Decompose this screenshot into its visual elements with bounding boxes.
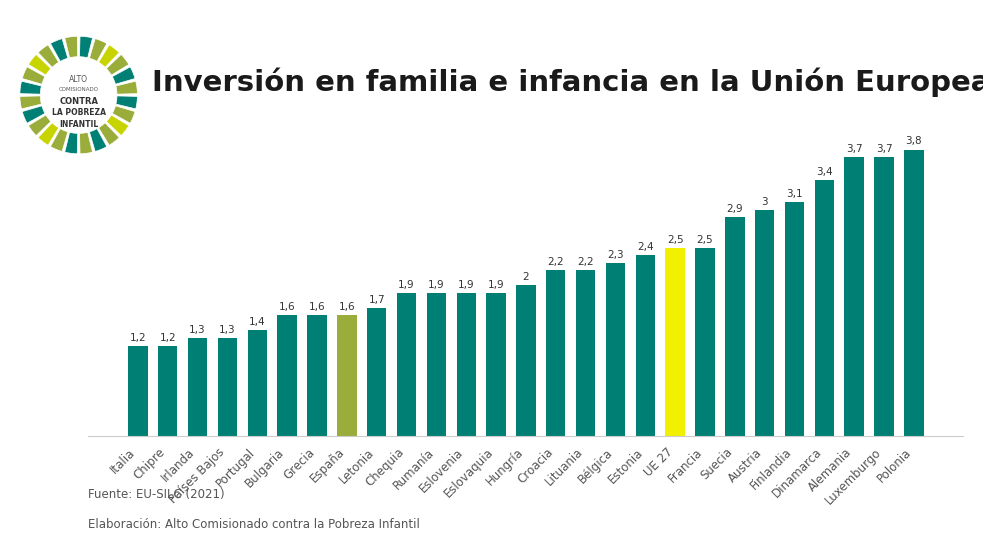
- Text: 2,3: 2,3: [607, 249, 624, 259]
- Wedge shape: [89, 129, 107, 151]
- Wedge shape: [112, 67, 135, 84]
- Wedge shape: [98, 123, 119, 145]
- Text: ALTO: ALTO: [69, 75, 88, 84]
- Text: 1,3: 1,3: [219, 325, 236, 335]
- Wedge shape: [80, 132, 92, 154]
- Bar: [397, 293, 416, 436]
- Wedge shape: [38, 45, 59, 67]
- Text: 1,4: 1,4: [249, 318, 265, 328]
- Bar: [308, 315, 326, 436]
- Text: CONTRA: CONTRA: [59, 97, 98, 106]
- Bar: [277, 315, 297, 436]
- Wedge shape: [20, 81, 41, 94]
- Text: 2,2: 2,2: [577, 257, 594, 267]
- Wedge shape: [116, 81, 138, 94]
- Text: Inversión en familia e infancia en la Unión Europea (2021): Inversión en familia e infancia en la Un…: [152, 67, 983, 97]
- Bar: [755, 210, 775, 436]
- Wedge shape: [106, 115, 129, 136]
- Wedge shape: [65, 36, 78, 58]
- Bar: [188, 338, 207, 436]
- Text: 2,5: 2,5: [666, 235, 683, 244]
- Bar: [636, 255, 655, 436]
- Wedge shape: [29, 115, 51, 136]
- Wedge shape: [65, 132, 78, 154]
- Text: 3,4: 3,4: [816, 167, 833, 177]
- Wedge shape: [50, 39, 68, 61]
- Text: 3,8: 3,8: [905, 136, 922, 146]
- Text: 3,7: 3,7: [846, 144, 862, 154]
- Bar: [456, 293, 476, 436]
- Bar: [606, 263, 625, 436]
- Wedge shape: [98, 45, 119, 67]
- Text: 2,2: 2,2: [548, 257, 564, 267]
- Wedge shape: [116, 96, 138, 109]
- Bar: [427, 293, 446, 436]
- Text: 1,9: 1,9: [458, 280, 475, 290]
- Text: LA POBREZA: LA POBREZA: [52, 108, 105, 117]
- Text: 1,7: 1,7: [369, 295, 385, 305]
- Bar: [725, 217, 744, 436]
- Wedge shape: [38, 123, 59, 145]
- Text: INFANTIL: INFANTIL: [59, 120, 98, 129]
- Bar: [158, 345, 178, 436]
- Text: 1,2: 1,2: [130, 333, 146, 343]
- Wedge shape: [89, 39, 107, 61]
- Text: 1,2: 1,2: [159, 333, 176, 343]
- Text: 2,5: 2,5: [697, 235, 714, 244]
- Wedge shape: [50, 129, 68, 151]
- Text: 1,6: 1,6: [338, 302, 355, 312]
- Text: 1,6: 1,6: [279, 302, 296, 312]
- Text: 1,9: 1,9: [428, 280, 444, 290]
- Bar: [784, 202, 804, 436]
- Bar: [815, 179, 834, 436]
- Bar: [904, 149, 924, 436]
- Text: 3: 3: [762, 197, 768, 207]
- Bar: [695, 248, 715, 436]
- Wedge shape: [29, 54, 51, 75]
- Text: 3,1: 3,1: [786, 190, 803, 199]
- Text: 1,3: 1,3: [190, 325, 205, 335]
- Text: 1,9: 1,9: [488, 280, 504, 290]
- Bar: [218, 338, 237, 436]
- Text: 1,6: 1,6: [309, 302, 325, 312]
- Wedge shape: [20, 96, 41, 109]
- Bar: [367, 308, 386, 436]
- Text: 2: 2: [523, 272, 529, 282]
- Wedge shape: [80, 36, 92, 58]
- Text: 3,7: 3,7: [876, 144, 893, 154]
- Bar: [487, 293, 506, 436]
- Bar: [874, 157, 894, 436]
- Bar: [516, 285, 536, 436]
- Text: 2,4: 2,4: [637, 242, 654, 252]
- Bar: [128, 345, 147, 436]
- Wedge shape: [23, 106, 45, 123]
- Text: COMISIONADO: COMISIONADO: [59, 87, 98, 92]
- Bar: [337, 315, 357, 436]
- Wedge shape: [112, 106, 135, 123]
- Bar: [546, 270, 565, 436]
- Text: Fuente: EU-SILC (2021): Fuente: EU-SILC (2021): [88, 487, 225, 500]
- Bar: [248, 330, 267, 436]
- Bar: [576, 270, 596, 436]
- Wedge shape: [23, 67, 45, 84]
- Wedge shape: [106, 54, 129, 75]
- Text: 1,9: 1,9: [398, 280, 415, 290]
- Bar: [665, 248, 685, 436]
- Bar: [844, 157, 864, 436]
- Text: 2,9: 2,9: [726, 205, 743, 214]
- Text: Elaboración: Alto Comisionado contra la Pobreza Infantil: Elaboración: Alto Comisionado contra la …: [88, 518, 421, 531]
